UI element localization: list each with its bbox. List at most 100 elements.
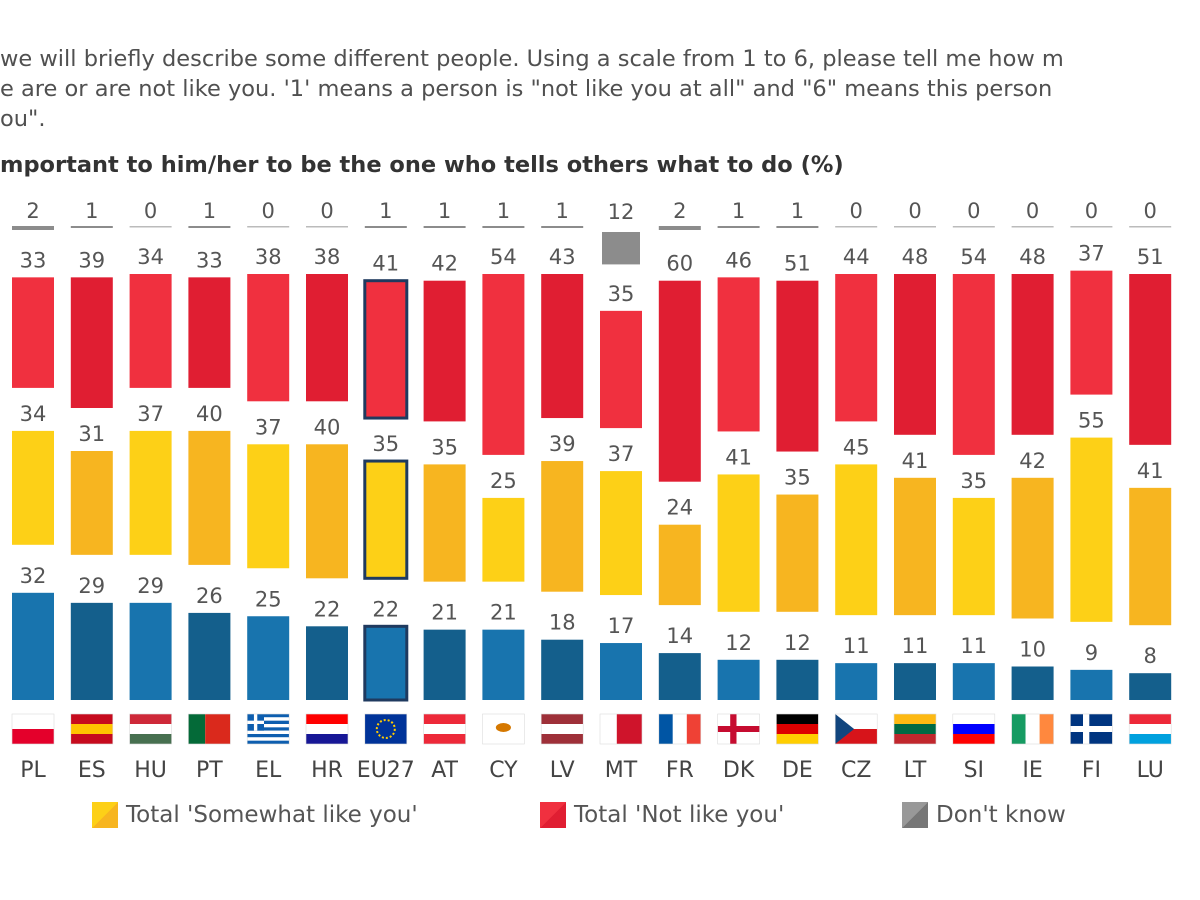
category-label-dk: DK	[723, 758, 755, 783]
bar-dk-pl	[12, 226, 54, 230]
flag-border	[70, 713, 114, 745]
label-dk-eu27: 1	[379, 199, 392, 223]
label-not-lt: 48	[902, 245, 929, 269]
bar-somewhat-hu	[129, 430, 172, 555]
bar-somewhat-es	[70, 451, 113, 555]
bar-not-de	[776, 280, 819, 452]
flag-hr-icon	[305, 713, 349, 745]
bar-like-at	[423, 629, 466, 700]
bar-like-dk	[717, 659, 760, 700]
bar-not-hr	[306, 274, 348, 402]
flag-stripe	[12, 729, 54, 744]
bar-somewhat-pt	[188, 430, 231, 565]
label-somewhat-cy: 25	[490, 469, 517, 493]
flag-stripe	[658, 714, 673, 744]
flag-stripe	[894, 724, 936, 734]
bar-like-es	[70, 602, 113, 700]
label-somewhat-cz: 45	[843, 435, 870, 459]
category-label-es: ES	[78, 758, 106, 783]
category-label-pt: PT	[196, 758, 223, 783]
bar-like-lt	[894, 663, 936, 700]
flag-stripe	[306, 714, 348, 724]
legend-label-somewhat: Total 'Somewhat like you'	[126, 802, 418, 828]
label-not-fi: 37	[1078, 242, 1105, 266]
category-label-cy: CY	[489, 758, 518, 783]
flag-stripe	[776, 734, 819, 744]
label-like-hu: 29	[137, 574, 164, 598]
flag-stripe	[1129, 714, 1172, 724]
question-line-3: ou".	[0, 106, 46, 132]
flag-border	[1070, 713, 1113, 745]
flag-stripe	[952, 714, 995, 724]
bar-dk-ie	[1011, 226, 1054, 228]
bar-dk-el	[247, 226, 290, 228]
flag-stripe	[1129, 734, 1172, 744]
flag-stripe	[129, 714, 172, 724]
label-dk-hu: 0	[144, 199, 157, 223]
flag-stripe	[306, 734, 348, 744]
bar-somewhat-de	[776, 494, 819, 612]
flag-border	[776, 713, 819, 745]
label-somewhat-el: 37	[255, 415, 282, 439]
bar-like-fr	[658, 653, 701, 700]
flag-stripe	[672, 714, 687, 744]
flag-stripe	[247, 717, 290, 721]
label-dk-si: 0	[967, 199, 980, 223]
label-not-el: 38	[255, 245, 282, 269]
flag-stripe	[717, 726, 760, 732]
bar-dk-fr	[658, 226, 701, 230]
label-somewhat-eu27: 35	[372, 432, 399, 456]
label-somewhat-de: 35	[784, 466, 811, 490]
label-like-lu: 8	[1144, 644, 1157, 668]
legend-item-not: Total 'Not like you'	[540, 802, 784, 828]
label-like-eu27: 22	[372, 597, 399, 621]
bar-like-lu	[1129, 673, 1172, 700]
label-somewhat-hu: 37	[137, 402, 164, 426]
category-label-eu27: EU27	[357, 758, 415, 783]
label-somewhat-hr: 40	[314, 415, 341, 439]
label-not-ie: 48	[1019, 245, 1046, 269]
bar-dk-cy	[482, 226, 525, 228]
flag-stripe	[776, 714, 819, 724]
label-dk-lt: 0	[908, 199, 921, 223]
bar-somewhat-mt	[600, 471, 642, 596]
bar-somewhat-hr	[306, 444, 348, 579]
flag-border	[1011, 713, 1054, 745]
label-somewhat-mt: 37	[608, 442, 635, 466]
flag-stripe	[894, 714, 936, 724]
label-dk-el: 0	[262, 199, 275, 223]
label-like-si: 11	[960, 634, 987, 658]
flag-stripe	[247, 737, 290, 741]
flag-stripe	[423, 724, 466, 734]
flag-stripe	[894, 734, 936, 744]
flag-el-icon	[246, 713, 290, 745]
flag-stripe	[188, 714, 206, 744]
label-dk-lu: 0	[1144, 199, 1157, 223]
flag-cy-icon	[482, 713, 525, 745]
bar-somewhat-lv	[541, 461, 584, 592]
label-like-lv: 18	[549, 611, 576, 635]
label-somewhat-at: 35	[431, 435, 458, 459]
flag-border	[540, 713, 584, 745]
bar-dk-cz	[835, 226, 878, 228]
legend-swatch-somewhat	[92, 802, 118, 828]
bar-like-ie	[1011, 666, 1054, 700]
flag-stripe	[1070, 726, 1113, 732]
flag-de-icon	[776, 713, 819, 745]
legend-item-somewhat: Total 'Somewhat like you'	[92, 802, 418, 828]
bar-like-eu27	[363, 624, 409, 702]
flag-stripe	[423, 714, 466, 724]
flag-stripe	[70, 724, 113, 734]
label-dk-lv: 1	[556, 199, 569, 223]
label-somewhat-pt: 40	[196, 402, 223, 426]
bar-dk-es	[70, 226, 113, 228]
label-not-mt: 35	[608, 282, 635, 306]
label-like-mt: 17	[608, 614, 635, 638]
flag-eu27-icon	[364, 713, 408, 745]
flag-stripe	[129, 724, 172, 734]
flag-stripe	[247, 720, 264, 724]
flag-lv-icon	[540, 713, 584, 745]
label-somewhat-lu: 41	[1137, 459, 1164, 483]
bar-somewhat-eu27	[363, 459, 409, 580]
category-label-mt: MT	[605, 758, 638, 783]
